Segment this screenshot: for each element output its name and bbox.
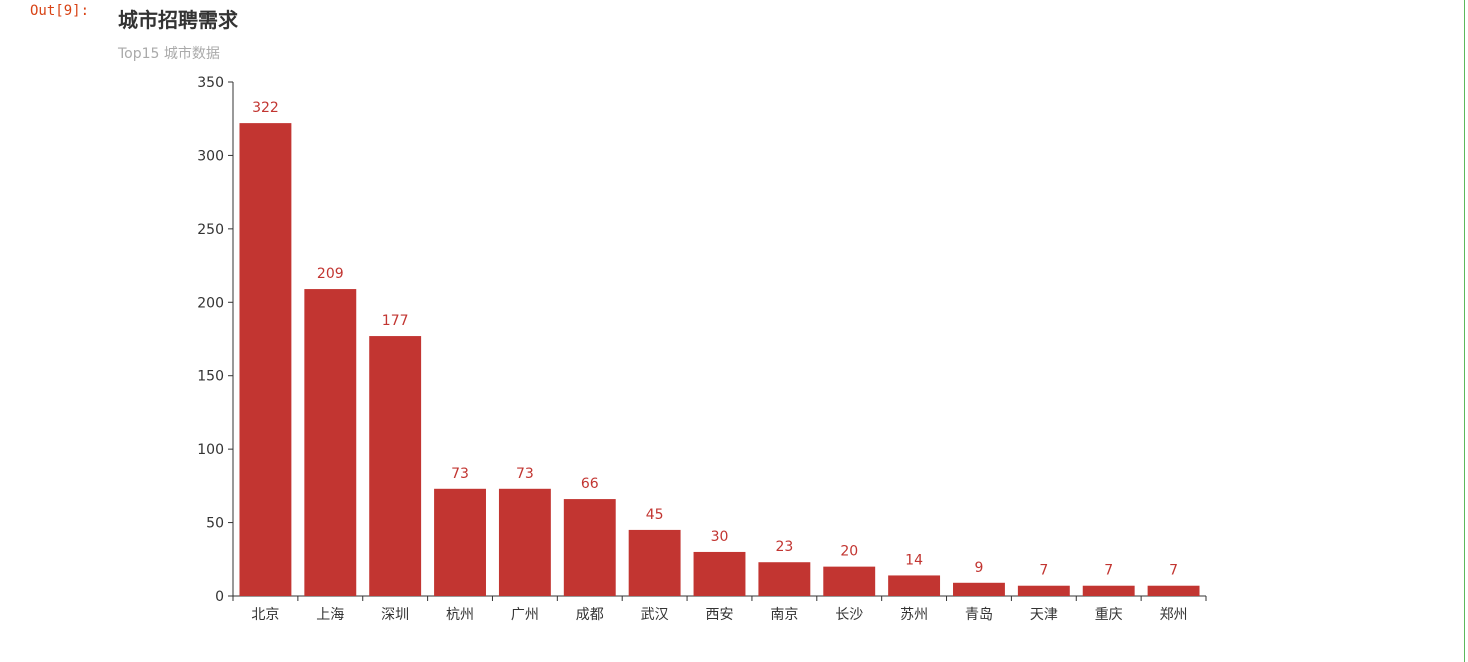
x-tick-label: 成都 bbox=[576, 607, 604, 623]
x-tick-label: 苏州 bbox=[900, 607, 928, 623]
data-label: 9 bbox=[975, 560, 984, 576]
bar bbox=[1017, 585, 1070, 596]
bar bbox=[304, 289, 357, 596]
x-tick-label: 长沙 bbox=[835, 607, 863, 623]
y-tick-label: 250 bbox=[197, 222, 224, 238]
bar-series bbox=[239, 123, 1200, 597]
y-tick-label: 0 bbox=[215, 589, 224, 605]
x-tick-label: 广州 bbox=[511, 607, 539, 623]
y-tick-label: 50 bbox=[206, 516, 224, 532]
chart-subtitle: Top15 城市数据 bbox=[118, 46, 220, 62]
data-label: 30 bbox=[711, 529, 729, 545]
x-tick-label: 上海 bbox=[316, 607, 344, 623]
data-label: 45 bbox=[646, 507, 664, 523]
bar bbox=[563, 499, 616, 596]
bar bbox=[434, 488, 486, 596]
data-label: 7 bbox=[1169, 563, 1178, 579]
data-label: 73 bbox=[451, 466, 469, 482]
bar bbox=[823, 566, 876, 596]
bar bbox=[1082, 585, 1135, 596]
data-label: 7 bbox=[1104, 563, 1113, 579]
chart-title: 城市招聘需求 bbox=[118, 8, 238, 32]
bar bbox=[693, 551, 746, 596]
x-tick-label: 天津 bbox=[1030, 607, 1058, 623]
bar bbox=[498, 488, 551, 596]
data-label: 322 bbox=[252, 100, 279, 116]
x-tick-label: 重庆 bbox=[1095, 607, 1123, 623]
x-tick-label: 北京 bbox=[251, 607, 279, 623]
y-tick-label: 200 bbox=[197, 295, 224, 311]
x-tick-label: 青岛 bbox=[965, 607, 993, 623]
data-label: 209 bbox=[317, 266, 344, 282]
output-prompt: Out[9]: bbox=[30, 3, 90, 19]
data-labels: 322 209 177 73 73 66 45 30 23 20 14 9 7 7 7 bbox=[252, 100, 1178, 579]
y-tick-label: 300 bbox=[197, 148, 224, 164]
x-tick-label: 郑州 bbox=[1160, 607, 1188, 623]
y-tick-label: 350 bbox=[197, 75, 224, 91]
bar bbox=[239, 123, 292, 597]
x-tick-label: 西安 bbox=[706, 607, 734, 623]
cell-border bbox=[1464, 0, 1465, 662]
y-axis: 0 50 100 150 200 250 300 350 bbox=[197, 75, 234, 605]
data-label: 20 bbox=[840, 544, 858, 560]
bar bbox=[888, 575, 941, 596]
data-label: 177 bbox=[382, 313, 409, 329]
data-label: 66 bbox=[581, 476, 599, 492]
data-label: 14 bbox=[905, 552, 923, 568]
y-tick-label: 150 bbox=[197, 369, 224, 385]
data-label: 7 bbox=[1039, 563, 1048, 579]
bar bbox=[758, 562, 811, 596]
x-tick-label: 武汉 bbox=[641, 607, 669, 623]
x-axis: 北京 上海 深圳 杭州 广州 成都 武汉 西安 南京 长沙 苏州 青岛 天津 重庆 郑州 bbox=[232, 595, 1207, 623]
data-label: 23 bbox=[775, 539, 793, 555]
bar bbox=[1147, 585, 1200, 596]
x-tick-label: 杭州 bbox=[446, 607, 474, 623]
y-tick-label: 100 bbox=[197, 442, 224, 458]
x-tick-label: 深圳 bbox=[381, 607, 409, 623]
bar bbox=[628, 529, 681, 596]
data-label: 73 bbox=[516, 466, 534, 482]
bar bbox=[369, 336, 422, 596]
bar bbox=[953, 582, 1005, 596]
x-tick-label: 南京 bbox=[770, 607, 798, 623]
